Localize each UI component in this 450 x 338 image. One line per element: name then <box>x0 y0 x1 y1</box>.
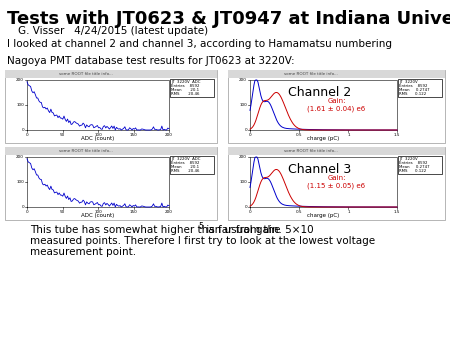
Text: 0.5: 0.5 <box>295 210 302 214</box>
Bar <box>228 147 445 155</box>
Text: Gain:
(1.15 ± 0.05) e6: Gain: (1.15 ± 0.05) e6 <box>307 175 365 189</box>
Text: 200: 200 <box>16 155 24 159</box>
Text: 0.5: 0.5 <box>295 133 302 137</box>
Text: 200: 200 <box>165 133 173 137</box>
Text: 100: 100 <box>239 180 247 184</box>
Text: 5: 5 <box>198 222 203 231</box>
Bar <box>5 147 217 155</box>
Text: Nagoya PMT database test results for JT0623 at 3220V:: Nagoya PMT database test results for JT0… <box>7 56 295 66</box>
Text: measured points. Therefore I first try to look at the lowest voltage: measured points. Therefore I first try t… <box>30 236 375 246</box>
Text: is far from the: is far from the <box>203 225 280 235</box>
Bar <box>398 156 442 174</box>
Bar <box>5 70 217 143</box>
Text: 150: 150 <box>130 133 137 137</box>
Text: 200: 200 <box>165 210 173 214</box>
Bar <box>228 70 445 143</box>
Text: 1.5: 1.5 <box>394 210 400 214</box>
Text: charge (pC): charge (pC) <box>307 136 340 141</box>
Bar <box>5 147 217 220</box>
Text: JT  3220V: JT 3220V <box>399 157 418 161</box>
Text: 200: 200 <box>239 78 247 82</box>
Text: JT  3220V  ADC: JT 3220V ADC <box>171 157 201 161</box>
Text: 0: 0 <box>22 128 24 132</box>
Text: Channel 3: Channel 3 <box>288 163 351 176</box>
Text: Tests with JT0623 & JT0947 at Indiana University: Tests with JT0623 & JT0947 at Indiana Un… <box>7 10 450 28</box>
Text: RMS       20.46: RMS 20.46 <box>171 169 199 173</box>
Text: Mean     0.2747: Mean 0.2747 <box>399 88 430 92</box>
Text: 100: 100 <box>239 103 247 107</box>
Text: Gain:
(1.61 ± 0.04) e6: Gain: (1.61 ± 0.04) e6 <box>307 98 365 112</box>
Text: Channel 2: Channel 2 <box>288 86 351 99</box>
Text: 0: 0 <box>26 210 28 214</box>
Text: 0: 0 <box>26 133 28 137</box>
Text: 200: 200 <box>16 78 24 82</box>
Text: 0: 0 <box>249 210 251 214</box>
Text: 100: 100 <box>16 103 24 107</box>
Text: ADC (count): ADC (count) <box>81 136 115 141</box>
Text: I looked at channel 2 and channel 3, according to Hamamatsu numbering: I looked at channel 2 and channel 3, acc… <box>7 39 392 49</box>
Text: G. Visser   4/24/2015 (latest update): G. Visser 4/24/2015 (latest update) <box>18 26 208 36</box>
Text: some ROOT file title info...: some ROOT file title info... <box>284 149 338 153</box>
Bar <box>170 156 214 174</box>
Text: 0: 0 <box>244 205 247 209</box>
Text: some ROOT file title info...: some ROOT file title info... <box>58 72 112 76</box>
Text: 100: 100 <box>94 133 102 137</box>
Text: RMS      0.122: RMS 0.122 <box>399 92 426 96</box>
Text: Entries    8592: Entries 8592 <box>399 161 427 165</box>
Text: Entries    8592: Entries 8592 <box>171 161 199 165</box>
Text: Mean     0.2747: Mean 0.2747 <box>399 165 430 169</box>
Bar <box>5 70 217 78</box>
Text: 1: 1 <box>347 133 350 137</box>
Text: 0: 0 <box>22 205 24 209</box>
Bar <box>228 147 445 220</box>
Text: Mean       20.1: Mean 20.1 <box>171 88 199 92</box>
Text: Entries    8592: Entries 8592 <box>171 84 199 88</box>
Bar <box>228 70 445 78</box>
Text: 0: 0 <box>244 128 247 132</box>
Text: 200: 200 <box>239 155 247 159</box>
Text: 50: 50 <box>60 133 65 137</box>
Text: 50: 50 <box>60 210 65 214</box>
Bar <box>398 79 442 97</box>
Text: This tube has somewhat higher than usual gain. 5×10: This tube has somewhat higher than usual… <box>30 225 314 235</box>
Text: 0: 0 <box>249 133 251 137</box>
Text: ADC (count): ADC (count) <box>81 213 115 218</box>
Text: measurement point.: measurement point. <box>30 247 136 257</box>
Text: JT  3220V: JT 3220V <box>399 80 418 84</box>
Text: Entries    8592: Entries 8592 <box>399 84 427 88</box>
Text: 1: 1 <box>347 210 350 214</box>
Text: 100: 100 <box>16 180 24 184</box>
Text: 1.5: 1.5 <box>394 133 400 137</box>
Text: Mean       20.1: Mean 20.1 <box>171 165 199 169</box>
Text: 150: 150 <box>130 210 137 214</box>
Text: RMS       20.46: RMS 20.46 <box>171 92 199 96</box>
Bar <box>170 79 214 97</box>
Text: RMS      0.122: RMS 0.122 <box>399 169 426 173</box>
Text: JT  3220V  ADC: JT 3220V ADC <box>171 80 201 84</box>
Text: 100: 100 <box>94 210 102 214</box>
Text: some ROOT file title info...: some ROOT file title info... <box>58 149 112 153</box>
Text: charge (pC): charge (pC) <box>307 213 340 218</box>
Text: some ROOT file title info...: some ROOT file title info... <box>284 72 338 76</box>
